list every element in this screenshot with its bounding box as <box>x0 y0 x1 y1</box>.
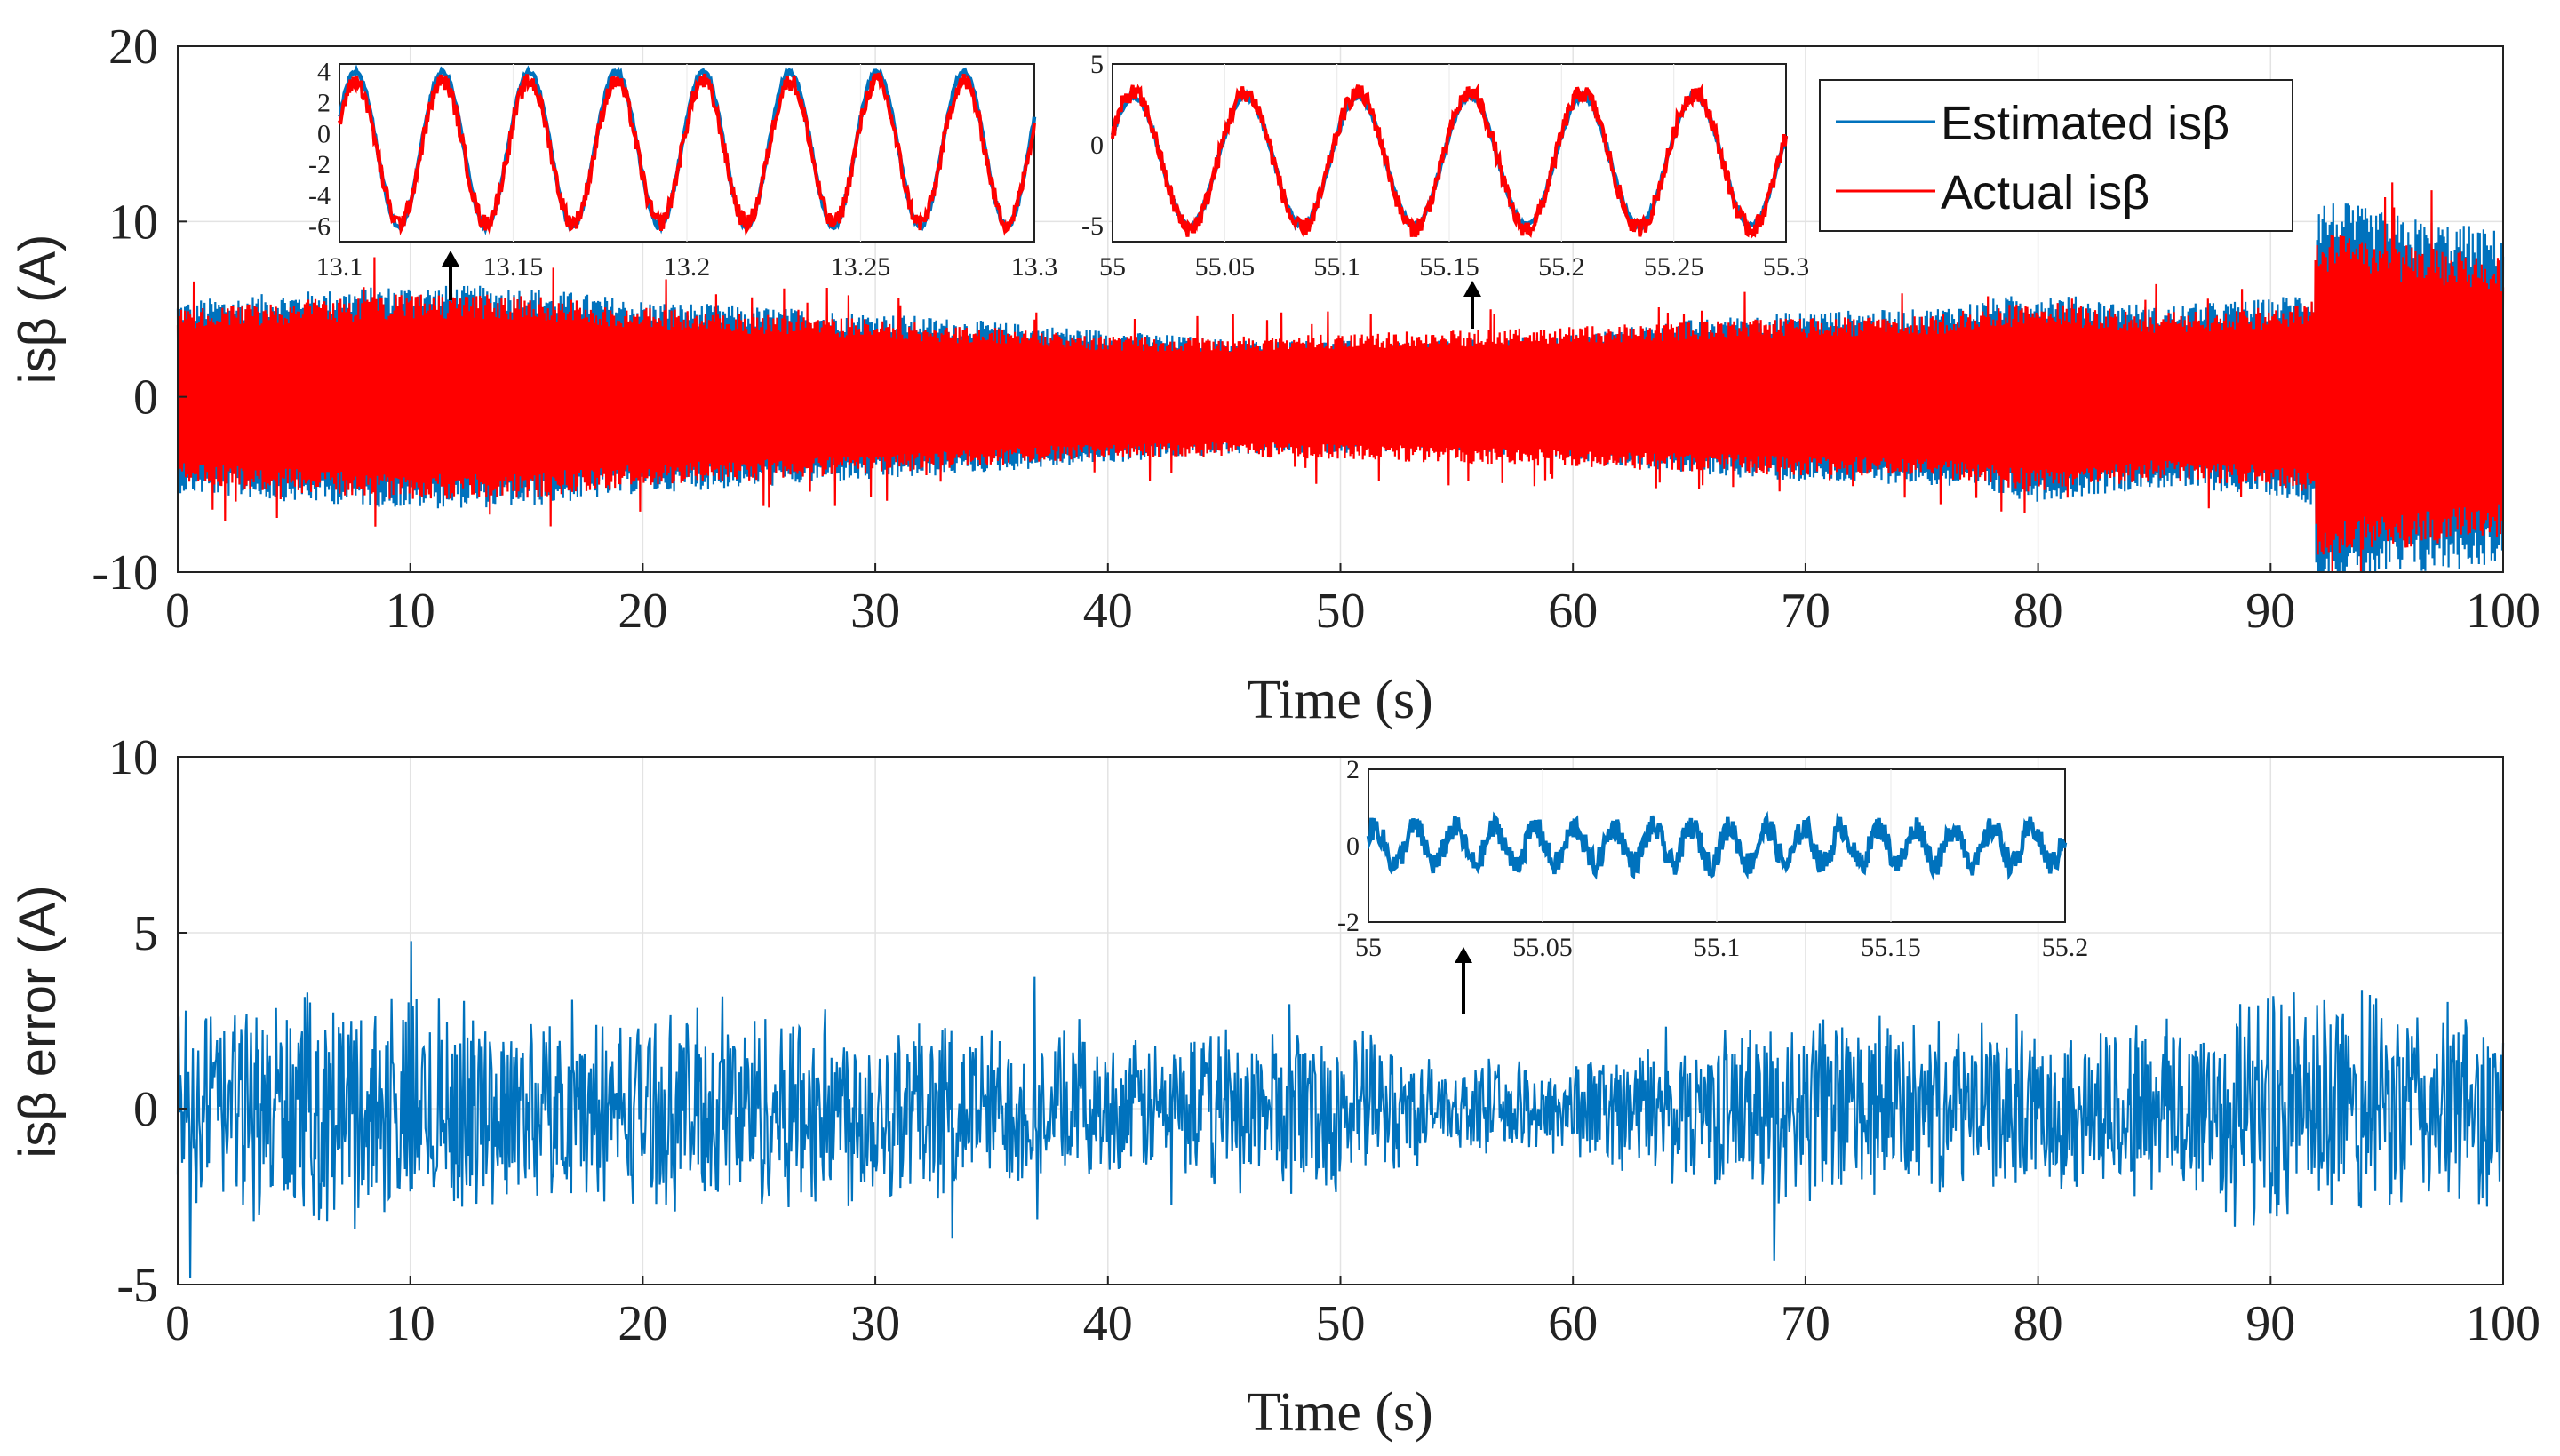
top-series <box>176 182 2505 573</box>
inset-x-tick-label: 55.1 <box>1313 252 1360 282</box>
y-tick-label: 10 <box>108 730 158 785</box>
x-tick-label: 90 <box>2245 584 2295 639</box>
top-inset-2: 55 55.05 55.1 55.15 55.2 55.25 55.3 5 0 -5 <box>1081 50 1809 282</box>
inset1-tick-labels: 13.1 13.15 13.2 13.25 13.3 420-2-4-6 <box>308 58 1057 282</box>
x-tick-label: 0 <box>165 584 190 639</box>
legend-box <box>1819 79 2293 232</box>
x-tick-label: 70 <box>1781 584 1830 639</box>
inset2-series <box>1110 83 1789 239</box>
inset-y-tick-label: -6 <box>308 212 331 242</box>
inset-x-tick-label: 55 <box>1099 252 1126 282</box>
inset-x-tick-label: 13.25 <box>831 252 891 282</box>
inset3-series <box>1366 810 2068 882</box>
y-tick-label: 0 <box>133 1082 158 1137</box>
y-tick-label: -10 <box>92 545 158 601</box>
inset-x-tick-label: 55.3 <box>1763 252 1810 282</box>
inset-x-tick-label: 55.2 <box>1538 252 1585 282</box>
inset-series-actual-isβ <box>338 72 1036 236</box>
y-tick-label: 0 <box>133 370 158 426</box>
inset-x-tick-label: 55.15 <box>1861 933 1921 962</box>
inset-series-actual-isβ <box>1111 83 1788 239</box>
x-tick-label: 10 <box>386 584 435 639</box>
y-tick-label: -5 <box>116 1258 158 1313</box>
inset2-grid <box>1224 64 1675 242</box>
x-tick-label: 40 <box>1083 584 1133 639</box>
inset-x-tick-label: 55.25 <box>1644 252 1704 282</box>
x-tick-label: 10 <box>386 1296 435 1351</box>
x-tick-label: 70 <box>1781 1296 1830 1351</box>
inset-y-tick-label: 4 <box>317 58 331 87</box>
inset-y-tick-label: 0 <box>1090 131 1104 160</box>
x-tick-label: 100 <box>2466 584 2540 639</box>
top-inset-2-arrow <box>1463 281 1481 329</box>
y-tick-label: 10 <box>108 195 158 250</box>
y-tick-label: 5 <box>133 906 158 961</box>
inset-x-tick-label: 55.2 <box>2042 933 2089 962</box>
x-tick-label: 90 <box>2245 1296 2295 1351</box>
inset-x-tick-label: 55 <box>1355 933 1382 962</box>
inset-x-tick-label: 55.05 <box>1195 252 1256 282</box>
x-tick-label: 60 <box>1548 1296 1598 1351</box>
arrow-2-head <box>1463 281 1481 297</box>
series-isβ-error <box>176 941 2505 1279</box>
bottom-inset-arrow <box>1455 947 1472 1014</box>
inset-x-tick-label: 55.05 <box>1512 933 1573 962</box>
x-tick-label: 20 <box>618 1296 667 1351</box>
x-tick-label: 60 <box>1548 584 1598 639</box>
x-tick-label: 0 <box>165 1296 190 1351</box>
bottom-series <box>176 941 2505 1279</box>
x-tick-label: 30 <box>850 1296 900 1351</box>
y-tick-label: 20 <box>108 20 158 75</box>
legend-estimated-label: Estimated isβ <box>1941 97 2229 150</box>
x-tick-label: 50 <box>1316 584 1366 639</box>
inset1-grid <box>512 64 862 242</box>
bottom-ylabel: isβ error (A) <box>9 885 67 1158</box>
inset-x-tick-label: 13.2 <box>664 252 711 282</box>
inset-x-tick-label: 13.1 <box>316 252 363 282</box>
inset2-tick-labels: 55 55.05 55.1 55.15 55.2 55.25 55.3 5 0 -5 <box>1081 50 1809 282</box>
inset-y-tick-label: 0 <box>1346 831 1360 861</box>
inset-x-tick-label: 55.1 <box>1694 933 1741 962</box>
inset-y-tick-label: -2 <box>1337 908 1360 937</box>
bottom-inset: 55 55.05 55.1 55.15 55.2 2 0 -2 <box>1337 755 2088 962</box>
top-ylabel: isβ (A) <box>9 235 67 385</box>
inset-y-tick-label: 2 <box>317 88 331 117</box>
arrow-3-head <box>1455 947 1472 963</box>
series-actual-isβ <box>176 182 2505 573</box>
x-tick-label: 20 <box>618 584 667 639</box>
arrow-1-head <box>442 251 459 267</box>
inset-y-tick-label: -5 <box>1081 211 1104 241</box>
x-tick-label: 80 <box>2014 584 2063 639</box>
legend-actual-label: Actual isβ <box>1941 166 2149 219</box>
inset-x-tick-label: 13.3 <box>1011 252 1058 282</box>
x-tick-label: 40 <box>1083 1296 1133 1351</box>
inset-y-tick-label: -2 <box>308 150 331 179</box>
inset-y-tick-label: 0 <box>317 119 331 148</box>
bottom-xlabel: Time (s) <box>1247 1382 1433 1443</box>
top-inset-1-arrow <box>442 251 459 300</box>
inset-y-tick-label: -4 <box>308 181 331 211</box>
x-tick-label: 80 <box>2014 1296 2063 1351</box>
top-xlabel: Time (s) <box>1247 670 1433 730</box>
inset-y-tick-label: 5 <box>1090 50 1104 79</box>
top-inset-1: 13.1 13.15 13.2 13.25 13.3 420-2-4-6 <box>308 58 1057 282</box>
x-tick-label: 100 <box>2466 1296 2540 1351</box>
inset-y-tick-label: 2 <box>1346 755 1360 784</box>
inset1-series <box>338 64 1037 236</box>
inset-x-tick-label: 13.15 <box>483 252 544 282</box>
legend: Estimated isβ Actual isβ <box>1819 79 2293 232</box>
inset-x-tick-label: 55.15 <box>1419 252 1479 282</box>
inset-series-isβ-error <box>1366 810 2068 882</box>
x-tick-label: 30 <box>850 584 900 639</box>
inset3-tick-labels: 55 55.05 55.1 55.15 55.2 2 0 -2 <box>1337 755 2088 962</box>
x-tick-label: 50 <box>1316 1296 1366 1351</box>
